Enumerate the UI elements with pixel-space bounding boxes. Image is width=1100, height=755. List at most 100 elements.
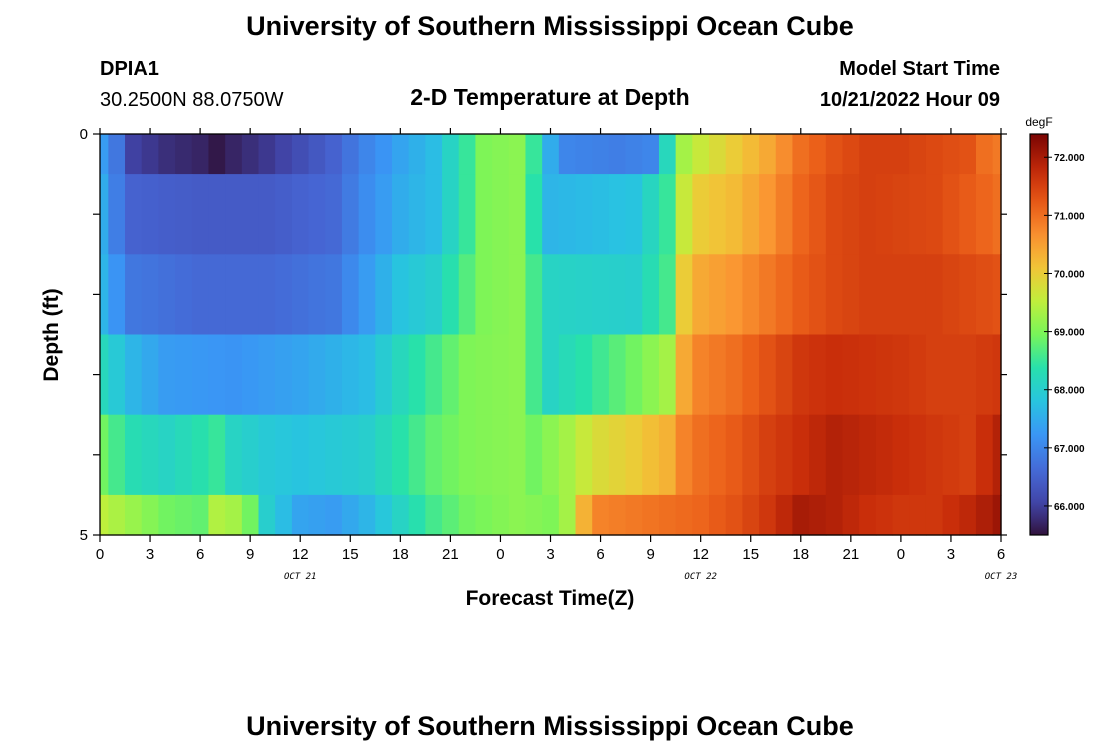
- heatmap-cell: [208, 174, 226, 255]
- heatmap-cell: [925, 414, 944, 496]
- heatmap-cell: [575, 254, 593, 336]
- heatmap-cell: [592, 334, 610, 416]
- heatmap-cell: [709, 494, 727, 536]
- heatmap-cell: [825, 134, 844, 175]
- colorbar: [1029, 133, 1049, 536]
- heatmap-cell: [942, 494, 960, 536]
- heatmap-cell: [208, 494, 226, 536]
- heatmap-cell: [625, 134, 643, 175]
- heatmap-cell: [258, 414, 276, 496]
- heatmap-cell: [408, 174, 426, 255]
- heatmap-cell: [492, 334, 510, 416]
- heatmap-cell: [809, 254, 827, 336]
- colorbar-unit: degF: [1025, 115, 1052, 129]
- heatmap-cell: [809, 494, 827, 536]
- heatmap-cell: [100, 334, 109, 416]
- heatmap-cell: [175, 134, 193, 175]
- heatmap-cell: [475, 254, 493, 336]
- heatmap-cell: [358, 414, 376, 496]
- page-title: University of Southern Mississippi Ocean…: [246, 11, 854, 41]
- heatmap-cell: [442, 254, 460, 336]
- heatmap-cell: [125, 134, 143, 175]
- heatmap-cell: [508, 254, 527, 336]
- heatmap-cell: [492, 134, 510, 175]
- heatmap-cell: [100, 254, 109, 336]
- heatmap-cell: [191, 174, 210, 255]
- heatmap-cell: [675, 254, 693, 336]
- heatmap-cell: [825, 414, 844, 496]
- heatmap-cell: [608, 134, 627, 175]
- heatmap-cell: [742, 254, 760, 336]
- heatmap-cell: [308, 174, 326, 255]
- heatmap-cell: [341, 134, 360, 175]
- heatmap-cell: [125, 414, 143, 496]
- heatmap-cell: [742, 414, 760, 496]
- heatmap-cell: [542, 174, 560, 255]
- heatmap-cell: [291, 334, 310, 416]
- heatmap-cell: [909, 414, 927, 496]
- heatmap-cell: [959, 494, 977, 536]
- heatmap-cell: [375, 134, 393, 175]
- heatmap-cell: [892, 414, 910, 496]
- heatmap-cell: [408, 254, 426, 336]
- heatmap-cell: [725, 334, 743, 416]
- heatmap-cell: [825, 254, 844, 336]
- heatmap-cell: [992, 494, 1002, 536]
- x-tick-label: 9: [646, 546, 654, 563]
- heatmap-cell: [508, 334, 527, 416]
- heatmap-cell: [158, 174, 176, 255]
- heatmap-cell: [642, 174, 660, 255]
- heatmap-cell: [241, 134, 260, 175]
- heatmap-cell: [341, 334, 360, 416]
- heatmap-cell: [942, 174, 960, 255]
- heatmap-cell: [225, 134, 243, 175]
- heatmap-cell: [308, 334, 326, 416]
- heatmap-cell: [108, 134, 126, 175]
- heatmap-cell: [775, 494, 794, 536]
- heatmap-cell: [258, 334, 276, 416]
- heatmap-cell: [875, 174, 894, 255]
- heatmap-cell: [492, 494, 510, 536]
- heatmap-cell: [575, 134, 593, 175]
- heatmap-cell: [975, 174, 994, 255]
- date-label: OCT 23: [985, 572, 1018, 582]
- heatmap-cell: [325, 494, 343, 536]
- x-tick-label: 21: [442, 546, 459, 563]
- heatmap-cell: [158, 254, 176, 336]
- heatmap-cell: [709, 414, 727, 496]
- heatmap-cell: [208, 134, 226, 175]
- heatmap-cell: [625, 254, 643, 336]
- plot-title: 2-D Temperature at Depth: [410, 84, 689, 110]
- heatmap-cell: [792, 334, 810, 416]
- heatmap-cell: [909, 334, 927, 416]
- x-tick-label: 12: [692, 546, 709, 563]
- x-tick-label: 12: [292, 546, 309, 563]
- heatmap-cell: [742, 174, 760, 255]
- heatmap-cell: [959, 174, 977, 255]
- heatmap-cell: [909, 134, 927, 175]
- heatmap-cell: [141, 494, 159, 536]
- x-tick-label: 6: [997, 546, 1005, 563]
- heatmap-cell: [709, 334, 727, 416]
- heatmap-cell: [859, 254, 877, 336]
- heatmap-cell: [508, 494, 527, 536]
- heatmap-cell: [308, 494, 326, 536]
- heatmap-cell: [892, 134, 910, 175]
- heatmap-cell: [458, 414, 477, 496]
- heatmap-cell: [191, 414, 210, 496]
- heatmap-cell: [275, 174, 293, 255]
- heatmap-cell: [842, 334, 860, 416]
- heatmap-cell: [692, 174, 710, 255]
- heatmap-cell: [225, 254, 243, 336]
- heatmap-cell: [725, 414, 743, 496]
- heatmap-cell: [792, 414, 810, 496]
- heatmap-cell: [658, 494, 677, 536]
- heatmap-cell: [125, 494, 143, 536]
- heatmap-cell: [275, 134, 293, 175]
- heatmap-cell: [759, 414, 777, 496]
- heatmap-cell: [208, 414, 226, 496]
- heatmap-cell: [842, 254, 860, 336]
- heatmap-cell: [291, 414, 310, 496]
- heatmap-cell: [558, 494, 577, 536]
- heatmap-cell: [391, 494, 410, 536]
